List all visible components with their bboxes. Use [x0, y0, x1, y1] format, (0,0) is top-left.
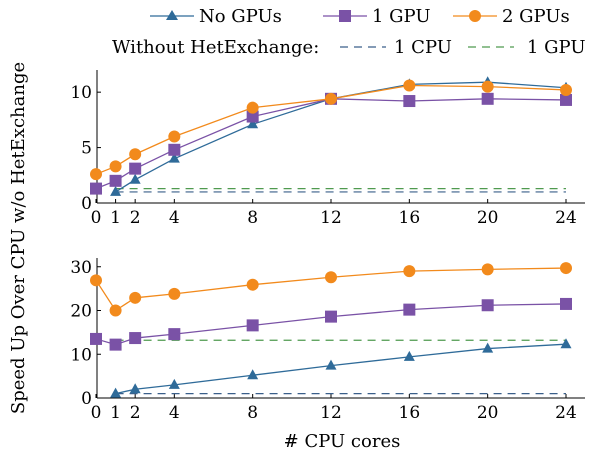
point-2-gpus	[246, 278, 259, 291]
point-2-gpus	[403, 265, 416, 278]
point-no-gpus	[110, 185, 122, 196]
point-1-gpu	[246, 319, 259, 332]
x-tick-label: 8	[247, 403, 258, 423]
y-tick-label: 30	[70, 258, 92, 278]
x-tick-label: 4	[169, 403, 180, 423]
point-no-gpus	[325, 359, 337, 370]
series-line-no-gpus	[115, 81, 567, 193]
point-2-gpus	[129, 148, 142, 161]
point-no-gpus	[560, 338, 572, 349]
x-tick-label: 20	[477, 403, 499, 423]
x-axis-label: # CPU cores	[284, 431, 401, 452]
x-tick-label: 24	[555, 208, 577, 228]
point-no-gpus	[168, 152, 180, 163]
series-line-no-gpus	[115, 343, 567, 395]
x-tick-label: 16	[399, 403, 421, 423]
point-2-gpus	[403, 79, 416, 92]
y-axis-label: Speed Up Over CPU w/o HetExchange	[8, 62, 29, 414]
y-tick-label: 0	[81, 194, 92, 214]
point-2-gpus	[168, 287, 181, 300]
series-line-1-gpu	[95, 98, 567, 190]
x-tick-label: 0	[91, 403, 102, 423]
point-1-gpu	[109, 174, 122, 187]
point-1-gpu	[325, 310, 337, 323]
point-1-gpu	[168, 143, 181, 156]
x-tick-label: 2	[130, 208, 141, 228]
point-no-gpus	[247, 369, 259, 380]
point-2-gpus	[481, 263, 494, 276]
point-no-gpus	[129, 173, 141, 184]
y-tick-label: 10	[70, 83, 92, 103]
point-no-gpus	[247, 118, 259, 129]
point-1-gpu	[481, 299, 494, 312]
legend-label-no-gpus: No GPUs	[199, 6, 282, 27]
x-tick-label: 0	[91, 208, 102, 228]
series-line-1-gpu	[95, 303, 567, 346]
point-no-gpus	[482, 342, 494, 353]
legend-circle-icon	[469, 10, 481, 22]
point-2-gpus	[109, 304, 122, 317]
x-tick-label: 1	[110, 208, 121, 228]
point-1-gpu	[129, 332, 142, 345]
point-1-gpu	[246, 110, 259, 123]
point-1-gpu	[90, 332, 102, 345]
point-2-gpus	[168, 130, 181, 143]
x-tick-label: 1	[110, 403, 121, 423]
x-tick-label: 12	[320, 403, 342, 423]
point-2-gpus	[560, 262, 572, 275]
point-1-gpu	[560, 297, 572, 310]
y-tick-label: 10	[70, 345, 92, 365]
x-tick-label: 12	[320, 208, 342, 228]
point-1-gpu	[481, 92, 494, 105]
x-tick-label: 16	[399, 208, 421, 228]
point-2-gpus	[560, 83, 572, 96]
point-2-gpus	[90, 274, 102, 287]
point-1-gpu	[168, 328, 181, 341]
point-2-gpus	[325, 92, 337, 105]
point-1-gpu	[560, 93, 572, 106]
point-1-gpu	[129, 162, 142, 175]
point-2-gpus	[325, 271, 337, 284]
legend-label-one-gpu: 1 GPU	[372, 6, 431, 27]
point-1-gpu	[403, 95, 416, 108]
legend-square-icon	[339, 10, 351, 22]
point-no-gpus	[129, 383, 141, 394]
point-1-gpu	[90, 182, 102, 195]
x-tick-label: 2	[130, 403, 141, 423]
y-tick-label: 5	[81, 139, 92, 159]
y-tick-label: 0	[81, 389, 92, 409]
x-tick-label: 20	[477, 208, 499, 228]
x-tick-label: 4	[169, 208, 180, 228]
legend-row-2: Without HetExchange: 1 CPU 1 GPU	[112, 37, 586, 58]
point-no-gpus	[110, 387, 122, 398]
y-tick-label: 20	[70, 302, 92, 322]
point-2-gpus	[481, 80, 494, 93]
legend-label-baseline-1gpu: 1 GPU	[527, 37, 586, 58]
point-no-gpus	[403, 350, 415, 361]
x-tick-label: 8	[247, 208, 258, 228]
point-1-gpu	[109, 338, 122, 351]
legend-label-two-gpus: 2 GPUs	[502, 6, 570, 27]
x-tick-label: 24	[555, 403, 577, 423]
legend-row-1: No GPUs 1 GPU 2 GPUs	[150, 6, 570, 27]
legend-label-baseline-1cpu: 1 CPU	[394, 37, 452, 58]
point-2-gpus	[109, 160, 122, 173]
legend-triangle-icon	[166, 10, 178, 20]
point-2-gpus	[90, 168, 102, 181]
point-1-gpu	[403, 303, 416, 316]
legend-baseline-prefix: Without HetExchange:	[112, 37, 319, 58]
point-no-gpus	[168, 378, 180, 389]
point-2-gpus	[129, 291, 142, 304]
point-2-gpus	[246, 101, 259, 114]
